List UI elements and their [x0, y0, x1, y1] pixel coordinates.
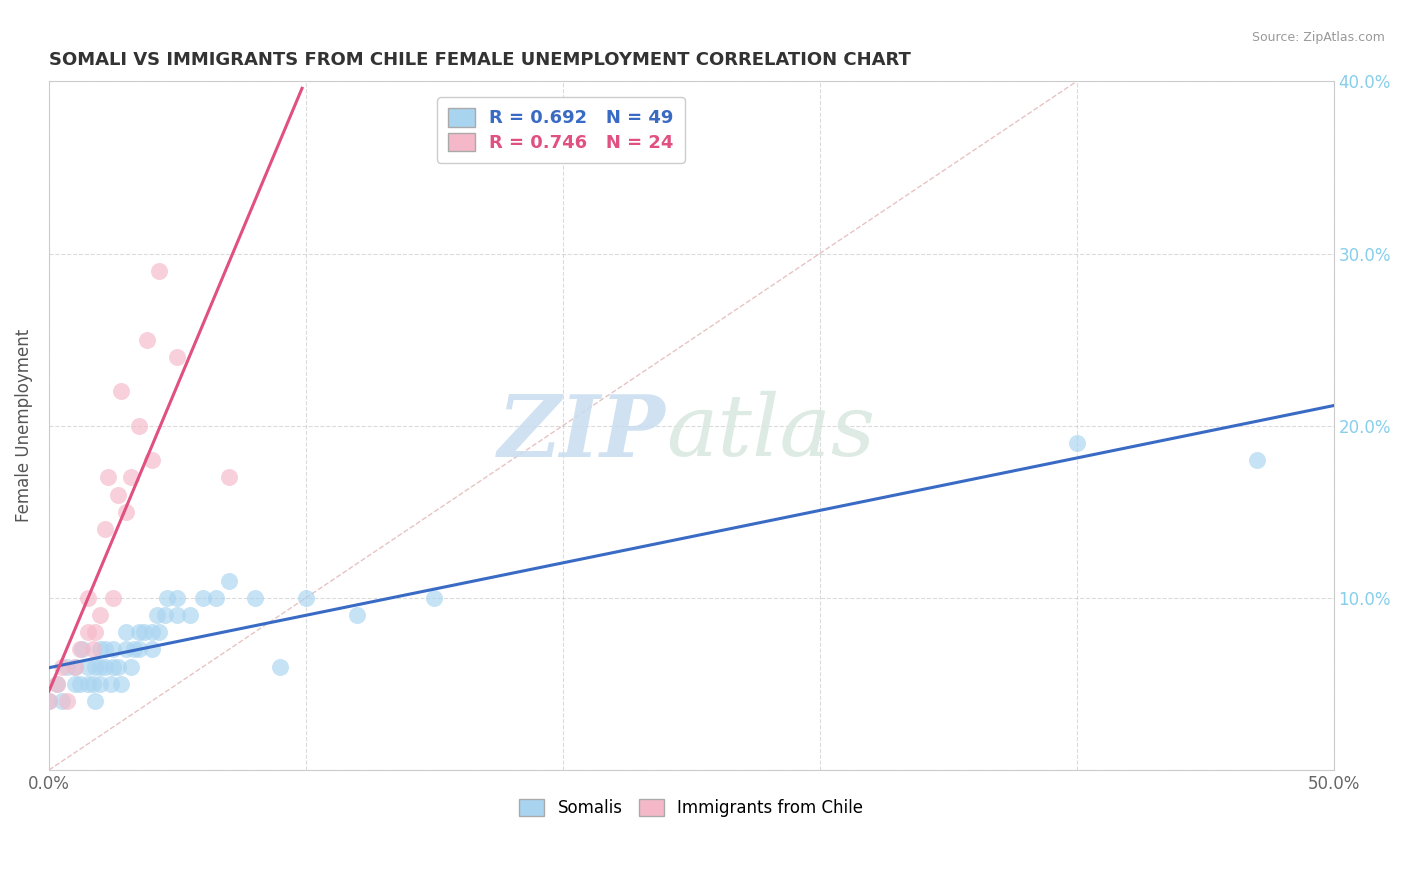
Text: Source: ZipAtlas.com: Source: ZipAtlas.com — [1251, 31, 1385, 45]
Point — [100, 677, 122, 691]
Point — [166, 608, 188, 623]
Point — [218, 470, 240, 484]
Point — [45, 677, 67, 691]
Point — [76, 591, 98, 605]
Point — [56, 694, 79, 708]
Point — [84, 625, 107, 640]
Point — [56, 659, 79, 673]
Point — [243, 591, 266, 605]
Point — [51, 694, 73, 708]
Point — [82, 677, 104, 691]
Point — [84, 694, 107, 708]
Point — [84, 659, 107, 673]
Text: ZIP: ZIP — [498, 391, 665, 475]
Point — [115, 505, 138, 519]
Point — [38, 694, 60, 708]
Point — [166, 591, 188, 605]
Point — [89, 608, 111, 623]
Point — [218, 574, 240, 588]
Point — [346, 608, 368, 623]
Point — [1066, 436, 1088, 450]
Point — [120, 659, 142, 673]
Point — [94, 659, 117, 673]
Point — [63, 659, 86, 673]
Point — [82, 642, 104, 657]
Point — [1246, 453, 1268, 467]
Point — [45, 677, 67, 691]
Point — [69, 677, 91, 691]
Point — [120, 470, 142, 484]
Point — [141, 642, 163, 657]
Point — [76, 677, 98, 691]
Point — [148, 625, 170, 640]
Point — [94, 642, 117, 657]
Point — [295, 591, 318, 605]
Point — [72, 642, 94, 657]
Point — [191, 591, 214, 605]
Point — [110, 677, 132, 691]
Point — [76, 625, 98, 640]
Point — [94, 522, 117, 536]
Point — [115, 625, 138, 640]
Point — [76, 659, 98, 673]
Point — [135, 333, 157, 347]
Point — [153, 608, 176, 623]
Point — [156, 591, 179, 605]
Legend: Somalis, Immigrants from Chile: Somalis, Immigrants from Chile — [512, 792, 870, 823]
Point — [141, 453, 163, 467]
Point — [269, 659, 291, 673]
Point — [179, 608, 201, 623]
Point — [103, 659, 125, 673]
Point — [97, 470, 120, 484]
Point — [146, 608, 169, 623]
Point — [69, 642, 91, 657]
Point — [89, 642, 111, 657]
Point — [115, 642, 138, 657]
Point — [205, 591, 228, 605]
Point — [63, 677, 86, 691]
Point — [128, 642, 150, 657]
Point — [110, 384, 132, 399]
Point — [132, 625, 155, 640]
Point — [51, 659, 73, 673]
Text: SOMALI VS IMMIGRANTS FROM CHILE FEMALE UNEMPLOYMENT CORRELATION CHART: SOMALI VS IMMIGRANTS FROM CHILE FEMALE U… — [49, 51, 911, 69]
Point — [63, 659, 86, 673]
Point — [166, 350, 188, 364]
Point — [89, 659, 111, 673]
Point — [148, 264, 170, 278]
Point — [128, 418, 150, 433]
Point — [128, 625, 150, 640]
Point — [103, 591, 125, 605]
Point — [122, 642, 145, 657]
Point — [103, 642, 125, 657]
Point — [107, 487, 129, 501]
Point — [107, 659, 129, 673]
Point — [89, 677, 111, 691]
Point — [38, 694, 60, 708]
Text: atlas: atlas — [665, 392, 875, 474]
Point — [141, 625, 163, 640]
Point — [423, 591, 446, 605]
Y-axis label: Female Unemployment: Female Unemployment — [15, 329, 32, 523]
